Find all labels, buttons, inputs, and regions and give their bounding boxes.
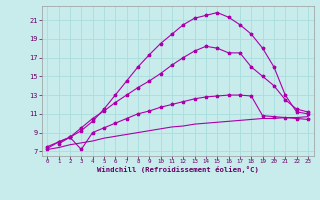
X-axis label: Windchill (Refroidissement éolien,°C): Windchill (Refroidissement éolien,°C)	[97, 166, 259, 173]
